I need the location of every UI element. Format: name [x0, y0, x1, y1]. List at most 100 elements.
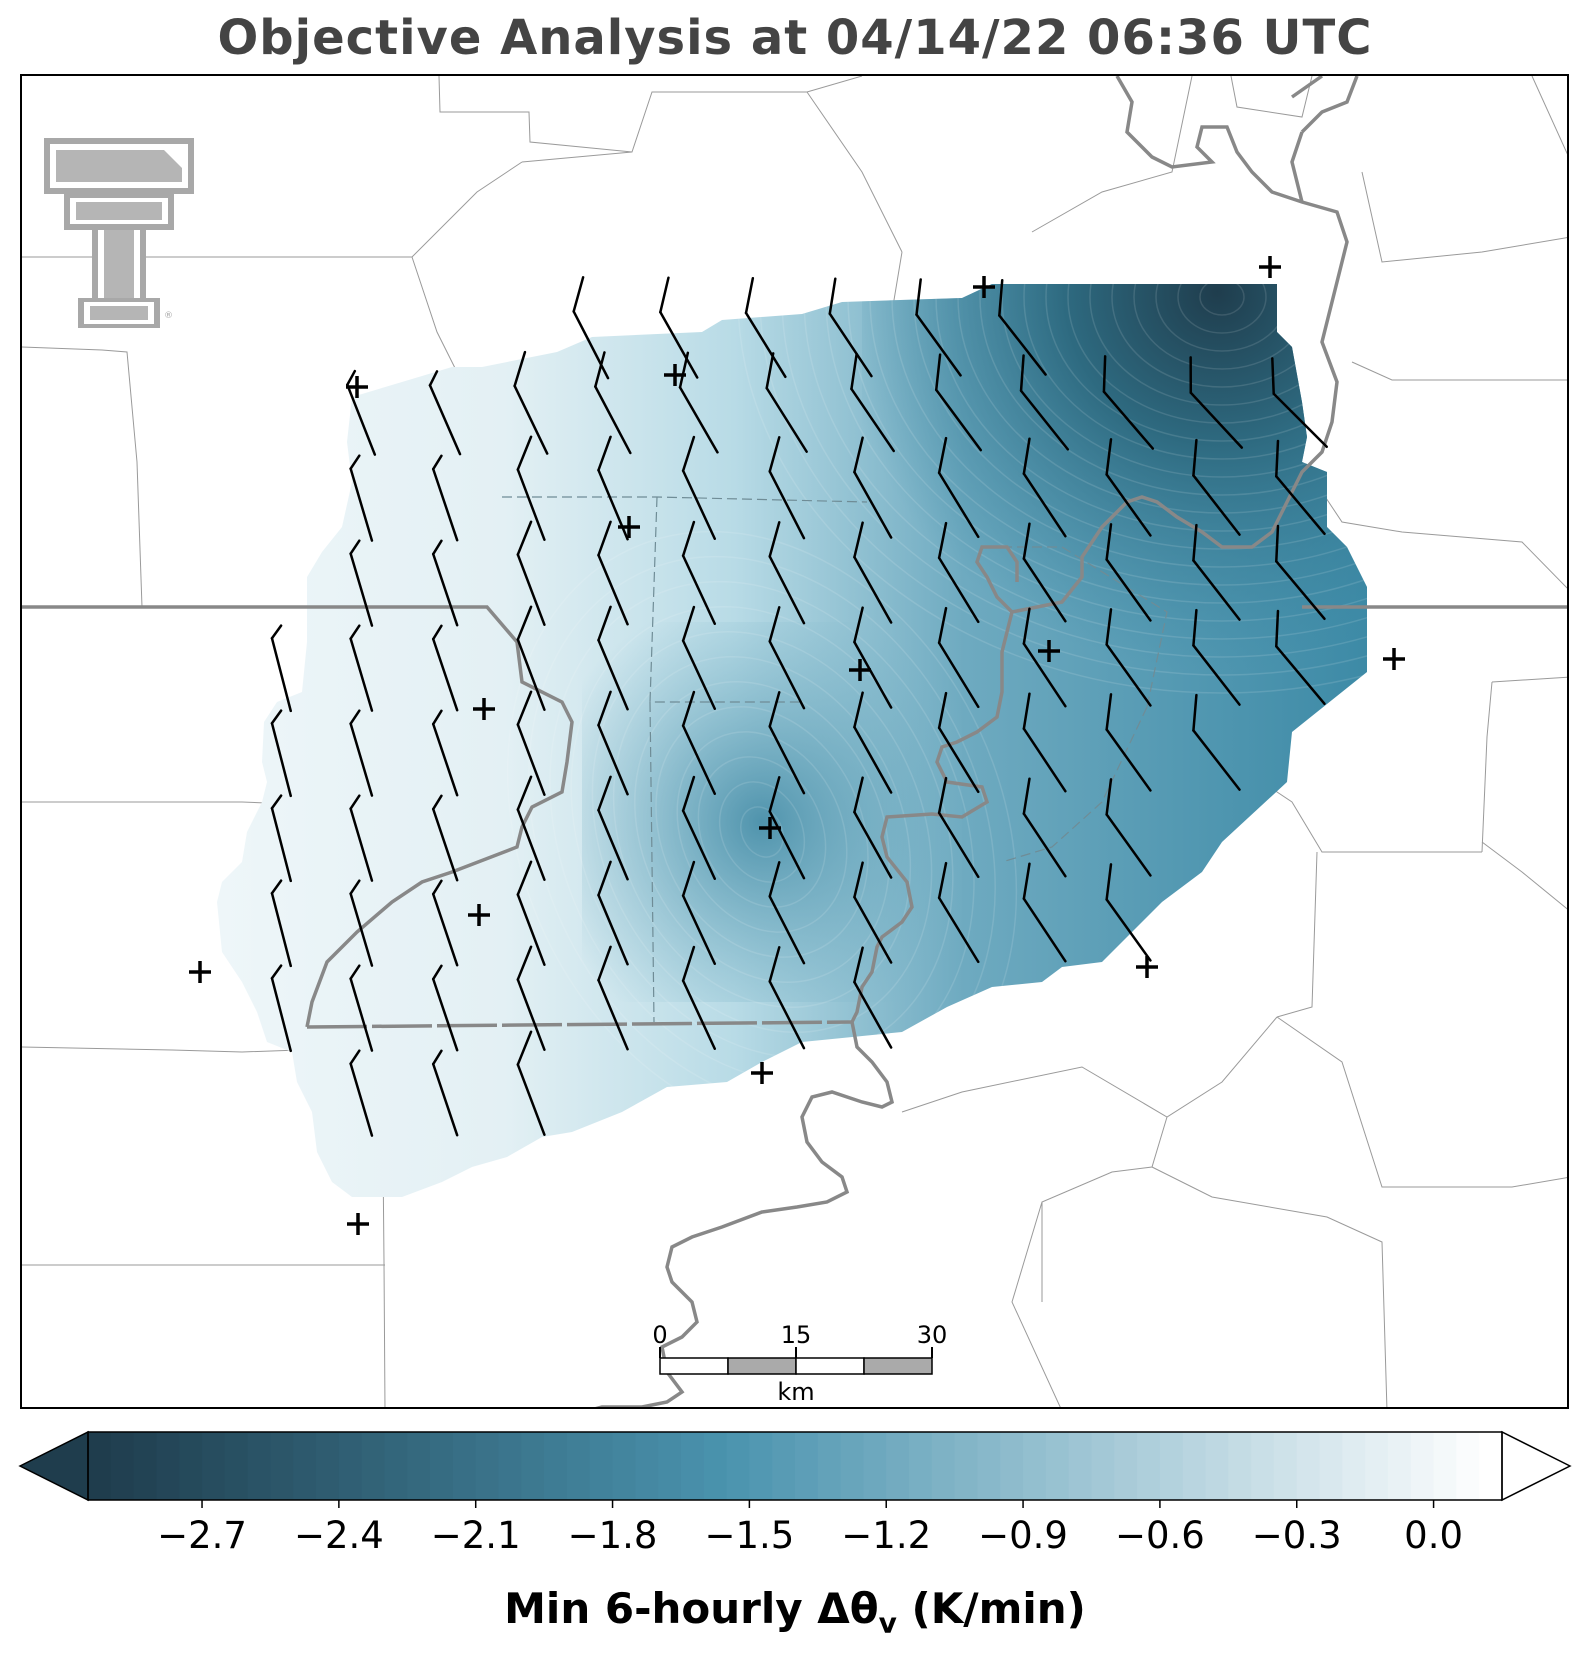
- wind-barb-flag: [681, 860, 696, 897]
- wind-barb-shaft: [270, 722, 293, 798]
- wind-barb-flag: [349, 454, 361, 470]
- colorbar-bin: [430, 1432, 454, 1500]
- wind-barb-flag: [765, 352, 775, 390]
- wind-barbs: [270, 276, 1328, 1137]
- wind-barb: [270, 624, 293, 713]
- colorbar-bin: [1479, 1432, 1503, 1500]
- wind-barb: [937, 691, 980, 794]
- wind-barb-shaft: [1192, 559, 1241, 621]
- contour-line-center: [655, 706, 869, 958]
- wind-barb-shaft: [349, 1062, 374, 1137]
- contour-line-ne: [1177, 284, 1267, 334]
- wind-barb-flag: [681, 435, 696, 472]
- wind-barb-flag: [853, 776, 864, 814]
- wind-barb: [349, 709, 374, 797]
- wind-barb-shaft: [572, 310, 610, 380]
- wind-barb-shaft: [1022, 897, 1067, 963]
- colorbar-bin: [635, 1432, 659, 1500]
- wind-barb-flag: [768, 436, 781, 473]
- wind-barb: [431, 624, 459, 712]
- wind-barb: [937, 436, 980, 539]
- colorbar-bin: [1045, 1432, 1070, 1500]
- station-marker: [189, 961, 211, 983]
- colorbar-bin: [1342, 1432, 1366, 1500]
- wind-barb-flag: [428, 370, 439, 387]
- county-boundaries: [22, 76, 1567, 1407]
- wind-barb: [850, 352, 895, 453]
- wind-barb: [1022, 692, 1067, 793]
- wind-barb: [349, 1049, 374, 1137]
- wind-barb-shaft: [1105, 558, 1152, 622]
- wind-barb-flag: [853, 606, 864, 644]
- wind-barb-shaft: [270, 807, 293, 883]
- wind-barb-flag: [1192, 523, 1198, 562]
- colorbar-bin: [1387, 1432, 1412, 1500]
- wind-barb-shaft: [513, 384, 549, 455]
- wind-barb: [597, 520, 629, 626]
- wind-barb-flag: [594, 351, 606, 388]
- colorbar-bin: [772, 1432, 796, 1500]
- wind-barb-shaft: [349, 977, 374, 1052]
- colorbar-bin: [224, 1432, 249, 1500]
- wind-barb-shaft: [1102, 390, 1155, 450]
- wind-barb-shaft: [768, 470, 806, 540]
- colorbar-bin: [1410, 1432, 1435, 1500]
- wind-barb-shaft: [346, 383, 377, 456]
- station-marker: [346, 376, 368, 398]
- station-marker: [849, 659, 871, 681]
- wind-barb-shaft: [1022, 557, 1067, 623]
- wind-barb-shaft: [1192, 729, 1241, 791]
- wind-barb-flag: [513, 350, 527, 388]
- wind-barb: [1022, 777, 1067, 878]
- wind-barb-flag: [853, 691, 864, 729]
- wind-barb-flag: [349, 1049, 361, 1065]
- wind-barb-shaft: [1275, 645, 1326, 706]
- colorbar-label-text: Min 6-hourly Δθ: [504, 1584, 879, 1633]
- colorbar-bin: [1000, 1432, 1024, 1500]
- wind-barb: [853, 946, 893, 1049]
- wind-barb: [1105, 863, 1152, 962]
- wind-barb-shaft: [597, 638, 629, 711]
- wind-barb-flag: [516, 435, 533, 471]
- wind-barb-flag: [681, 945, 696, 982]
- wind-barb: [1192, 523, 1241, 621]
- wind-barb-shaft: [768, 980, 806, 1050]
- wind-barb: [594, 351, 632, 455]
- wind-barb-flag: [516, 1030, 533, 1066]
- wind-barb-flag: [768, 691, 781, 728]
- wind-barb: [349, 879, 374, 967]
- wind-barb-flag: [1275, 609, 1280, 648]
- wind-barb-flag: [744, 276, 755, 315]
- wind-barb-shaft: [853, 980, 893, 1049]
- colorbar-tick-label: −2.7: [157, 1514, 247, 1557]
- wind-barb-flag: [346, 369, 357, 387]
- wind-barb-shaft: [937, 811, 980, 879]
- wind-barb-flag: [1102, 355, 1107, 393]
- wind-barb-flag: [937, 776, 948, 815]
- wind-barb-shaft: [597, 808, 629, 881]
- wind-barb-flag: [1105, 863, 1113, 901]
- colorbar-bin: [1319, 1432, 1343, 1500]
- wind-barb-shaft: [744, 311, 787, 379]
- wind-barb-shaft: [516, 553, 546, 626]
- wind-barb: [853, 776, 893, 879]
- wind-barb: [431, 539, 459, 627]
- wind-barb-shaft: [681, 894, 717, 965]
- wind-barb-shaft: [681, 809, 717, 880]
- station-marker: [664, 364, 686, 386]
- colorbar: −2.7 −2.4 −2.1 −1.8 −1.5 −1.2 −0.9 −0.6 −0.3 0.0: [18, 1430, 1572, 1557]
- wind-barb: [431, 454, 459, 542]
- wind-barb-flag: [853, 436, 864, 474]
- contour-line-ne: [1067, 284, 1367, 424]
- wind-barb: [681, 945, 717, 1050]
- wind-barb-shaft: [1272, 392, 1328, 448]
- station-marker: [1038, 640, 1060, 662]
- colorbar-tick-label: 0.0: [1404, 1514, 1463, 1557]
- wind-barb: [853, 521, 893, 624]
- wind-barb-shaft: [349, 637, 374, 712]
- wind-barb: [572, 276, 610, 380]
- wind-barb-shaft: [934, 388, 983, 452]
- wind-barb: [1271, 357, 1328, 448]
- wind-barb-flag: [516, 945, 533, 981]
- wind-barb-flag: [678, 351, 690, 389]
